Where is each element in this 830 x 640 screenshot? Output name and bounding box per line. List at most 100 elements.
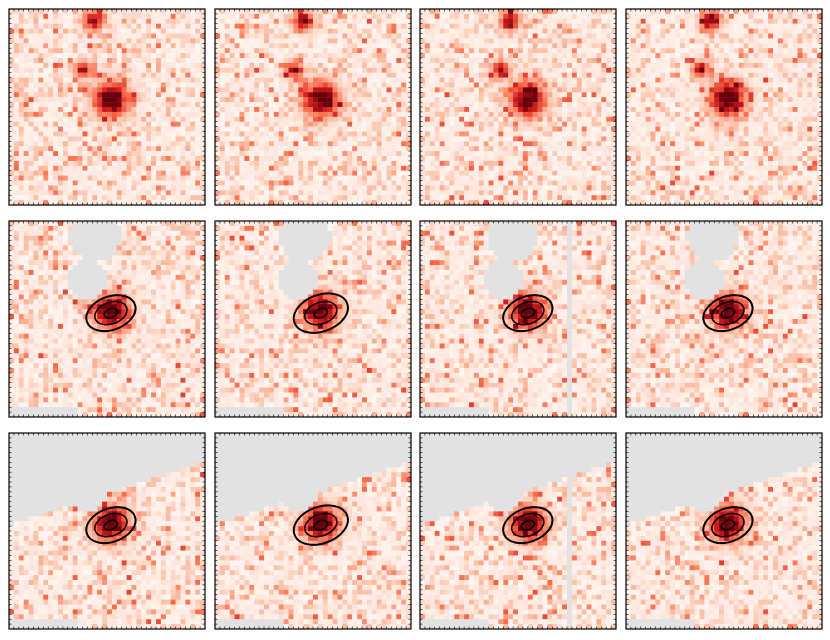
pixel [254,141,259,146]
pixel [264,24,269,29]
pixel [582,83,587,88]
pixel [372,176,377,181]
pixel [225,73,230,78]
pixel [528,87,533,92]
pixel [264,97,269,102]
pixel [479,92,484,97]
pixel [156,38,161,43]
pixel [518,146,523,151]
pixel [240,190,245,195]
pixel [215,73,220,78]
pixel [190,43,195,48]
pixel [435,151,440,156]
pixel [479,63,484,68]
pixel [347,53,352,58]
pixel [274,34,279,39]
pixel [244,83,249,88]
pixel [14,97,19,102]
pixel [97,9,102,14]
pixel [34,19,39,24]
pixel [279,34,284,39]
pixel [249,29,254,34]
pixel [185,92,190,97]
pixel [552,63,557,68]
pixel [240,87,245,92]
pixel [53,34,58,39]
pixel [97,38,102,43]
pixel [166,132,171,137]
pixel [596,9,601,14]
pixel [377,9,382,14]
pixel [582,19,587,24]
pixel [53,151,58,156]
pixel [38,38,43,43]
pixel [382,97,387,102]
pixel [440,43,445,48]
pixel [338,112,343,117]
pixel [132,38,137,43]
pixel [146,29,151,34]
pixel [43,78,48,83]
pixel [141,97,146,102]
pixel [377,19,382,24]
pixel [420,181,425,186]
pixel [338,127,343,132]
pixel [19,73,24,78]
pixel [195,136,200,141]
pixel [489,112,494,117]
pixel [240,112,245,117]
pixel [97,63,102,68]
pixel [367,171,372,176]
pixel [102,156,107,161]
pixel [567,136,572,141]
pixel [587,73,592,78]
pixel [445,122,450,127]
pixel [518,107,523,112]
pixel [181,146,186,151]
pixel [63,73,68,78]
pixel [151,29,156,34]
pixel [479,48,484,53]
pixel [83,38,88,43]
pixel [508,9,513,14]
pixel [181,102,186,107]
pixel [220,78,225,83]
pixel [396,146,401,151]
pixel [474,24,479,29]
pixel [136,190,141,195]
pixel [102,151,107,156]
pixel [127,73,132,78]
pixel [215,132,220,137]
pixel [508,43,513,48]
pixel [474,176,479,181]
pixel [474,117,479,122]
pixel [484,102,489,107]
pixel [43,185,48,190]
pixel [474,97,479,102]
pixel [567,171,572,176]
pixel [596,58,601,63]
pixel [83,132,88,137]
pixel [136,58,141,63]
pixel [298,83,303,88]
pixel [572,48,577,53]
pixel [235,122,240,127]
pixel [235,19,240,24]
pixel [230,156,235,161]
pixel [136,53,141,58]
pixel [92,53,97,58]
pixel [195,112,200,117]
pixel [225,38,230,43]
pixel [387,38,392,43]
pixel [14,107,19,112]
pixel [185,156,190,161]
pixel [151,87,156,92]
pixel [606,112,611,117]
pixel [474,122,479,127]
pixel [254,92,259,97]
pixel [494,43,499,48]
pixel [235,14,240,19]
pixel [107,181,112,186]
pixel [230,102,235,107]
pixel [48,102,53,107]
